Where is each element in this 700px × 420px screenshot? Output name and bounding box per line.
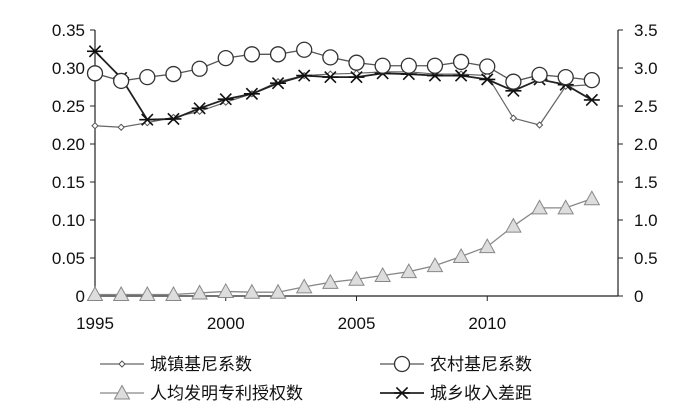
legend-item: 人均发明专利授权数 [100, 384, 303, 404]
left-y-tick-label: 0.05 [52, 249, 85, 268]
data-point [296, 69, 313, 82]
data-point [400, 263, 418, 279]
data-point [165, 285, 182, 301]
data-point [295, 278, 313, 294]
data-point [91, 122, 99, 130]
x-tick-label: 2000 [207, 314, 245, 333]
legend-label: 人均发明专利授权数 [150, 384, 303, 404]
data-point [505, 217, 522, 233]
right-y-tick-label: 0.5 [634, 249, 658, 268]
left-y-tick-label: 0.30 [52, 59, 85, 78]
legend-marker [394, 386, 410, 400]
data-point [531, 199, 548, 215]
data-point [583, 190, 601, 206]
legend-label: 城乡收入差距 [430, 384, 532, 404]
data-point [191, 284, 208, 300]
data-point [322, 273, 339, 289]
data-point [86, 65, 104, 82]
left-y-tick-label: 0.35 [52, 21, 85, 40]
data-point [374, 57, 391, 74]
data-point [217, 282, 235, 298]
data-point [400, 57, 417, 74]
data-point [479, 58, 496, 75]
data-point [165, 112, 182, 126]
data-point [191, 102, 208, 115]
right-y-tick-label: 3.0 [634, 59, 658, 78]
data-point [243, 87, 260, 101]
data-point [509, 114, 518, 122]
left-y-tick-label: 0.20 [52, 135, 85, 154]
left-y-tick-label: 0.25 [52, 97, 85, 116]
data-point [191, 60, 208, 77]
left-y-tick-label: 0 [76, 287, 85, 306]
data-point [217, 92, 234, 106]
right-y-tick-label: 0 [634, 287, 643, 306]
series-2 [86, 41, 600, 90]
data-point [322, 49, 339, 66]
data-point [138, 285, 156, 301]
data-point [139, 113, 156, 126]
data-point [348, 270, 365, 286]
right-y-tick-label: 2.5 [634, 97, 658, 116]
legend-item: 农村基尼系数 [380, 355, 532, 375]
data-point [113, 72, 130, 90]
legend-label: 城镇基尼系数 [150, 355, 252, 375]
data-point [557, 68, 574, 86]
data-point [112, 285, 130, 301]
data-point [583, 72, 600, 89]
data-point [217, 49, 234, 67]
chart-axes: 0 0.05 0.10 0.15 0.20 0.25 0.30 0.35 0 0.5 1.0 1.5 2… [52, 21, 658, 333]
data-point [269, 283, 287, 299]
data-point [348, 70, 365, 84]
data-point [322, 70, 339, 84]
data-point [452, 53, 470, 71]
series-3 [86, 190, 601, 301]
left-y-tick-label: 0.15 [52, 173, 85, 192]
data-point [270, 77, 287, 90]
legend-item: 城乡收入差距 [380, 384, 532, 404]
data-point [452, 247, 470, 263]
data-point [86, 285, 104, 301]
data-point [535, 121, 544, 129]
data-point [453, 69, 470, 82]
data-point [243, 283, 261, 299]
right-y-tick-label: 1.5 [634, 173, 658, 192]
right-y-tick-label: 1.0 [634, 211, 658, 230]
data-point [478, 238, 496, 254]
data-point [426, 257, 444, 273]
legend-label: 农村基尼系数 [430, 355, 532, 375]
data-point [243, 46, 261, 63]
data-point [583, 93, 600, 107]
series-line [95, 198, 593, 296]
right-y-tick-label: 3.5 [634, 21, 658, 40]
data-point [557, 199, 575, 215]
legend-marker [118, 360, 126, 368]
data-point [374, 266, 391, 282]
data-point [269, 46, 287, 63]
legend-marker [393, 355, 411, 373]
data-point [531, 66, 548, 83]
data-point [139, 68, 156, 86]
data-point [348, 54, 365, 71]
data-point [479, 73, 496, 86]
series-4 [87, 45, 600, 126]
x-tick-label: 2005 [338, 314, 376, 333]
x-tick-label: 2010 [468, 314, 506, 333]
left-y-tick-label: 0.10 [52, 211, 85, 230]
right-y-tick-label: 2.0 [634, 135, 658, 154]
legend-item: 城镇基尼系数 [100, 355, 252, 375]
data-point [296, 41, 313, 58]
chart-series [86, 41, 601, 301]
data-point [87, 45, 103, 58]
data-point [426, 57, 444, 74]
x-tick-label: 1995 [76, 314, 114, 333]
data-point [505, 73, 522, 90]
data-point [165, 65, 182, 83]
data-point [117, 123, 125, 131]
series-line [94, 50, 593, 121]
legend-marker [113, 384, 131, 400]
